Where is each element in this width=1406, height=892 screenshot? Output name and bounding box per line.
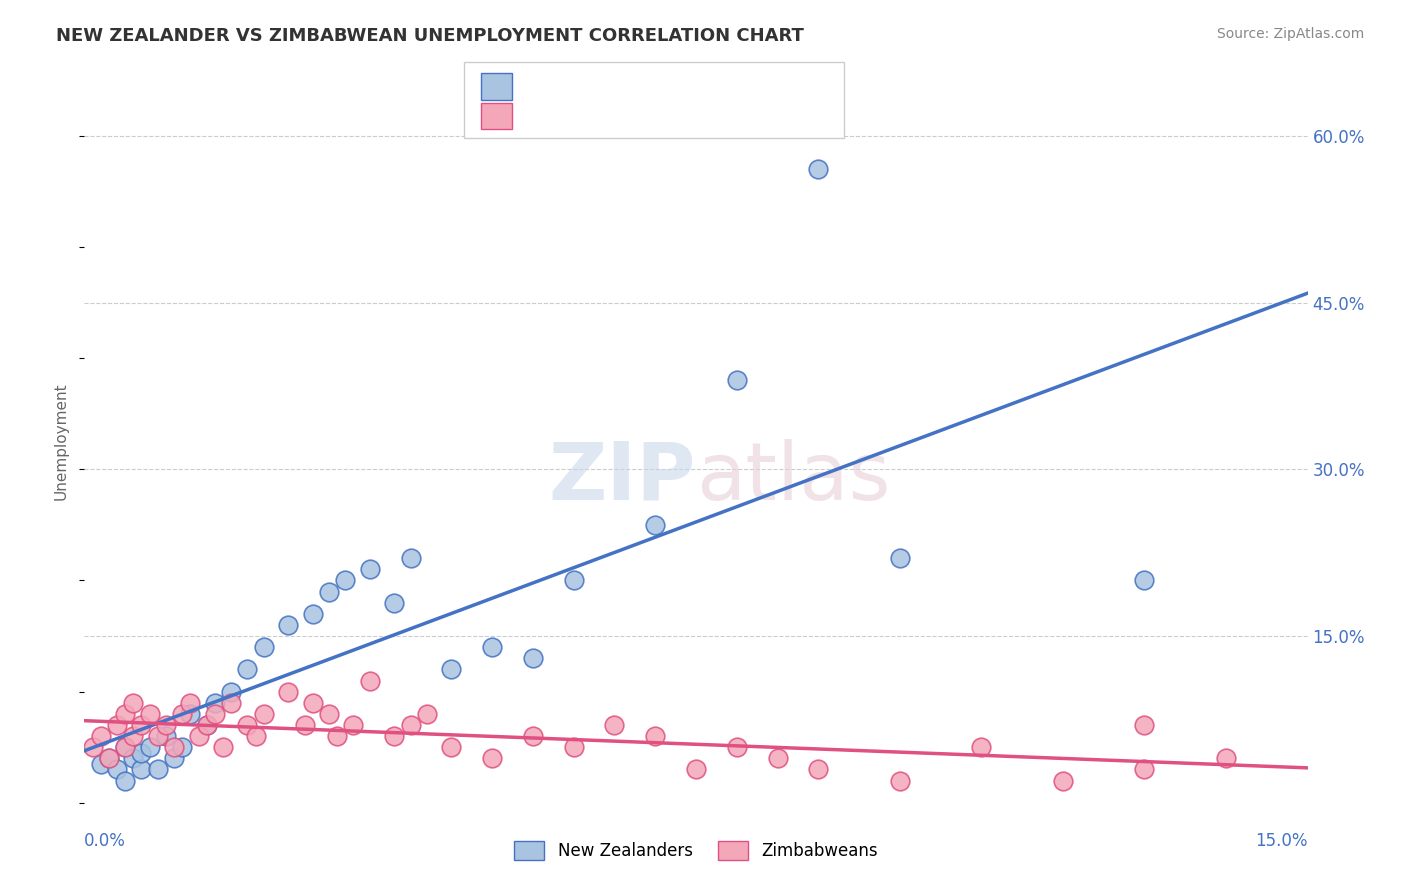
Point <box>522 651 544 665</box>
Point <box>163 740 186 755</box>
Point <box>440 740 463 755</box>
Point <box>179 706 201 721</box>
Point <box>212 740 235 755</box>
Point <box>416 706 439 721</box>
Point <box>236 662 259 676</box>
Text: NEW ZEALANDER VS ZIMBABWEAN UNEMPLOYMENT CORRELATION CHART: NEW ZEALANDER VS ZIMBABWEAN UNEMPLOYMENT… <box>56 27 804 45</box>
Point <box>562 574 585 588</box>
Point <box>204 696 226 710</box>
Point <box>146 763 169 777</box>
Point <box>114 773 136 788</box>
Point <box>90 756 112 771</box>
Point <box>301 607 323 621</box>
Point <box>1133 763 1156 777</box>
Point <box>603 718 626 732</box>
Point <box>318 706 340 721</box>
Point <box>440 662 463 676</box>
Point <box>131 763 153 777</box>
Point <box>644 729 666 743</box>
Point <box>131 718 153 732</box>
Text: 15.0%: 15.0% <box>1256 831 1308 850</box>
Point <box>725 373 748 387</box>
Point <box>82 740 104 755</box>
Point <box>399 718 422 732</box>
Point <box>481 751 503 765</box>
Point <box>807 162 830 177</box>
Point <box>172 740 194 755</box>
Point <box>245 729 267 743</box>
Point <box>522 729 544 743</box>
Point <box>122 751 145 765</box>
Point <box>1215 751 1237 765</box>
Point <box>253 706 276 721</box>
Point <box>359 673 381 688</box>
Point <box>644 517 666 532</box>
Point <box>155 718 177 732</box>
Point <box>236 718 259 732</box>
Legend: New Zealanders, Zimbabweans: New Zealanders, Zimbabweans <box>508 834 884 867</box>
Point <box>326 729 349 743</box>
Point <box>1052 773 1074 788</box>
Text: 0.0%: 0.0% <box>84 831 127 850</box>
Point <box>294 718 316 732</box>
Point <box>359 562 381 576</box>
Point <box>253 640 276 655</box>
Point <box>97 751 120 765</box>
Text: R = -0.159   N = 49: R = -0.159 N = 49 <box>526 107 689 125</box>
Point <box>90 729 112 743</box>
Point <box>187 729 209 743</box>
Point <box>889 773 911 788</box>
Point <box>562 740 585 755</box>
Point <box>889 551 911 566</box>
Point <box>146 729 169 743</box>
Point <box>318 584 340 599</box>
Point <box>301 696 323 710</box>
Point <box>105 718 128 732</box>
Point <box>342 718 364 732</box>
Point <box>155 729 177 743</box>
Text: Source: ZipAtlas.com: Source: ZipAtlas.com <box>1216 27 1364 41</box>
Point <box>114 706 136 721</box>
Point <box>122 696 145 710</box>
Point <box>172 706 194 721</box>
Point <box>970 740 993 755</box>
Point <box>138 740 160 755</box>
Text: atlas: atlas <box>696 439 890 516</box>
Point <box>131 746 153 760</box>
Point <box>219 684 242 698</box>
Point <box>114 740 136 755</box>
Point <box>277 618 299 632</box>
Point <box>122 729 145 743</box>
Point <box>382 596 405 610</box>
Point <box>114 740 136 755</box>
Point <box>1133 574 1156 588</box>
Point <box>335 574 357 588</box>
Point <box>766 751 789 765</box>
Point <box>195 718 218 732</box>
Point <box>219 696 242 710</box>
Point <box>195 718 218 732</box>
Point <box>725 740 748 755</box>
Point <box>97 751 120 765</box>
Point <box>179 696 201 710</box>
Text: ZIP: ZIP <box>548 439 696 516</box>
Point <box>481 640 503 655</box>
Point <box>399 551 422 566</box>
Point <box>807 763 830 777</box>
Point <box>1133 718 1156 732</box>
Point <box>105 763 128 777</box>
Point <box>277 684 299 698</box>
Point <box>685 763 707 777</box>
Text: R =  0.762   N = 35: R = 0.762 N = 35 <box>526 78 688 95</box>
Point <box>204 706 226 721</box>
Y-axis label: Unemployment: Unemployment <box>53 383 69 500</box>
Point <box>163 751 186 765</box>
Point <box>138 706 160 721</box>
Point <box>382 729 405 743</box>
